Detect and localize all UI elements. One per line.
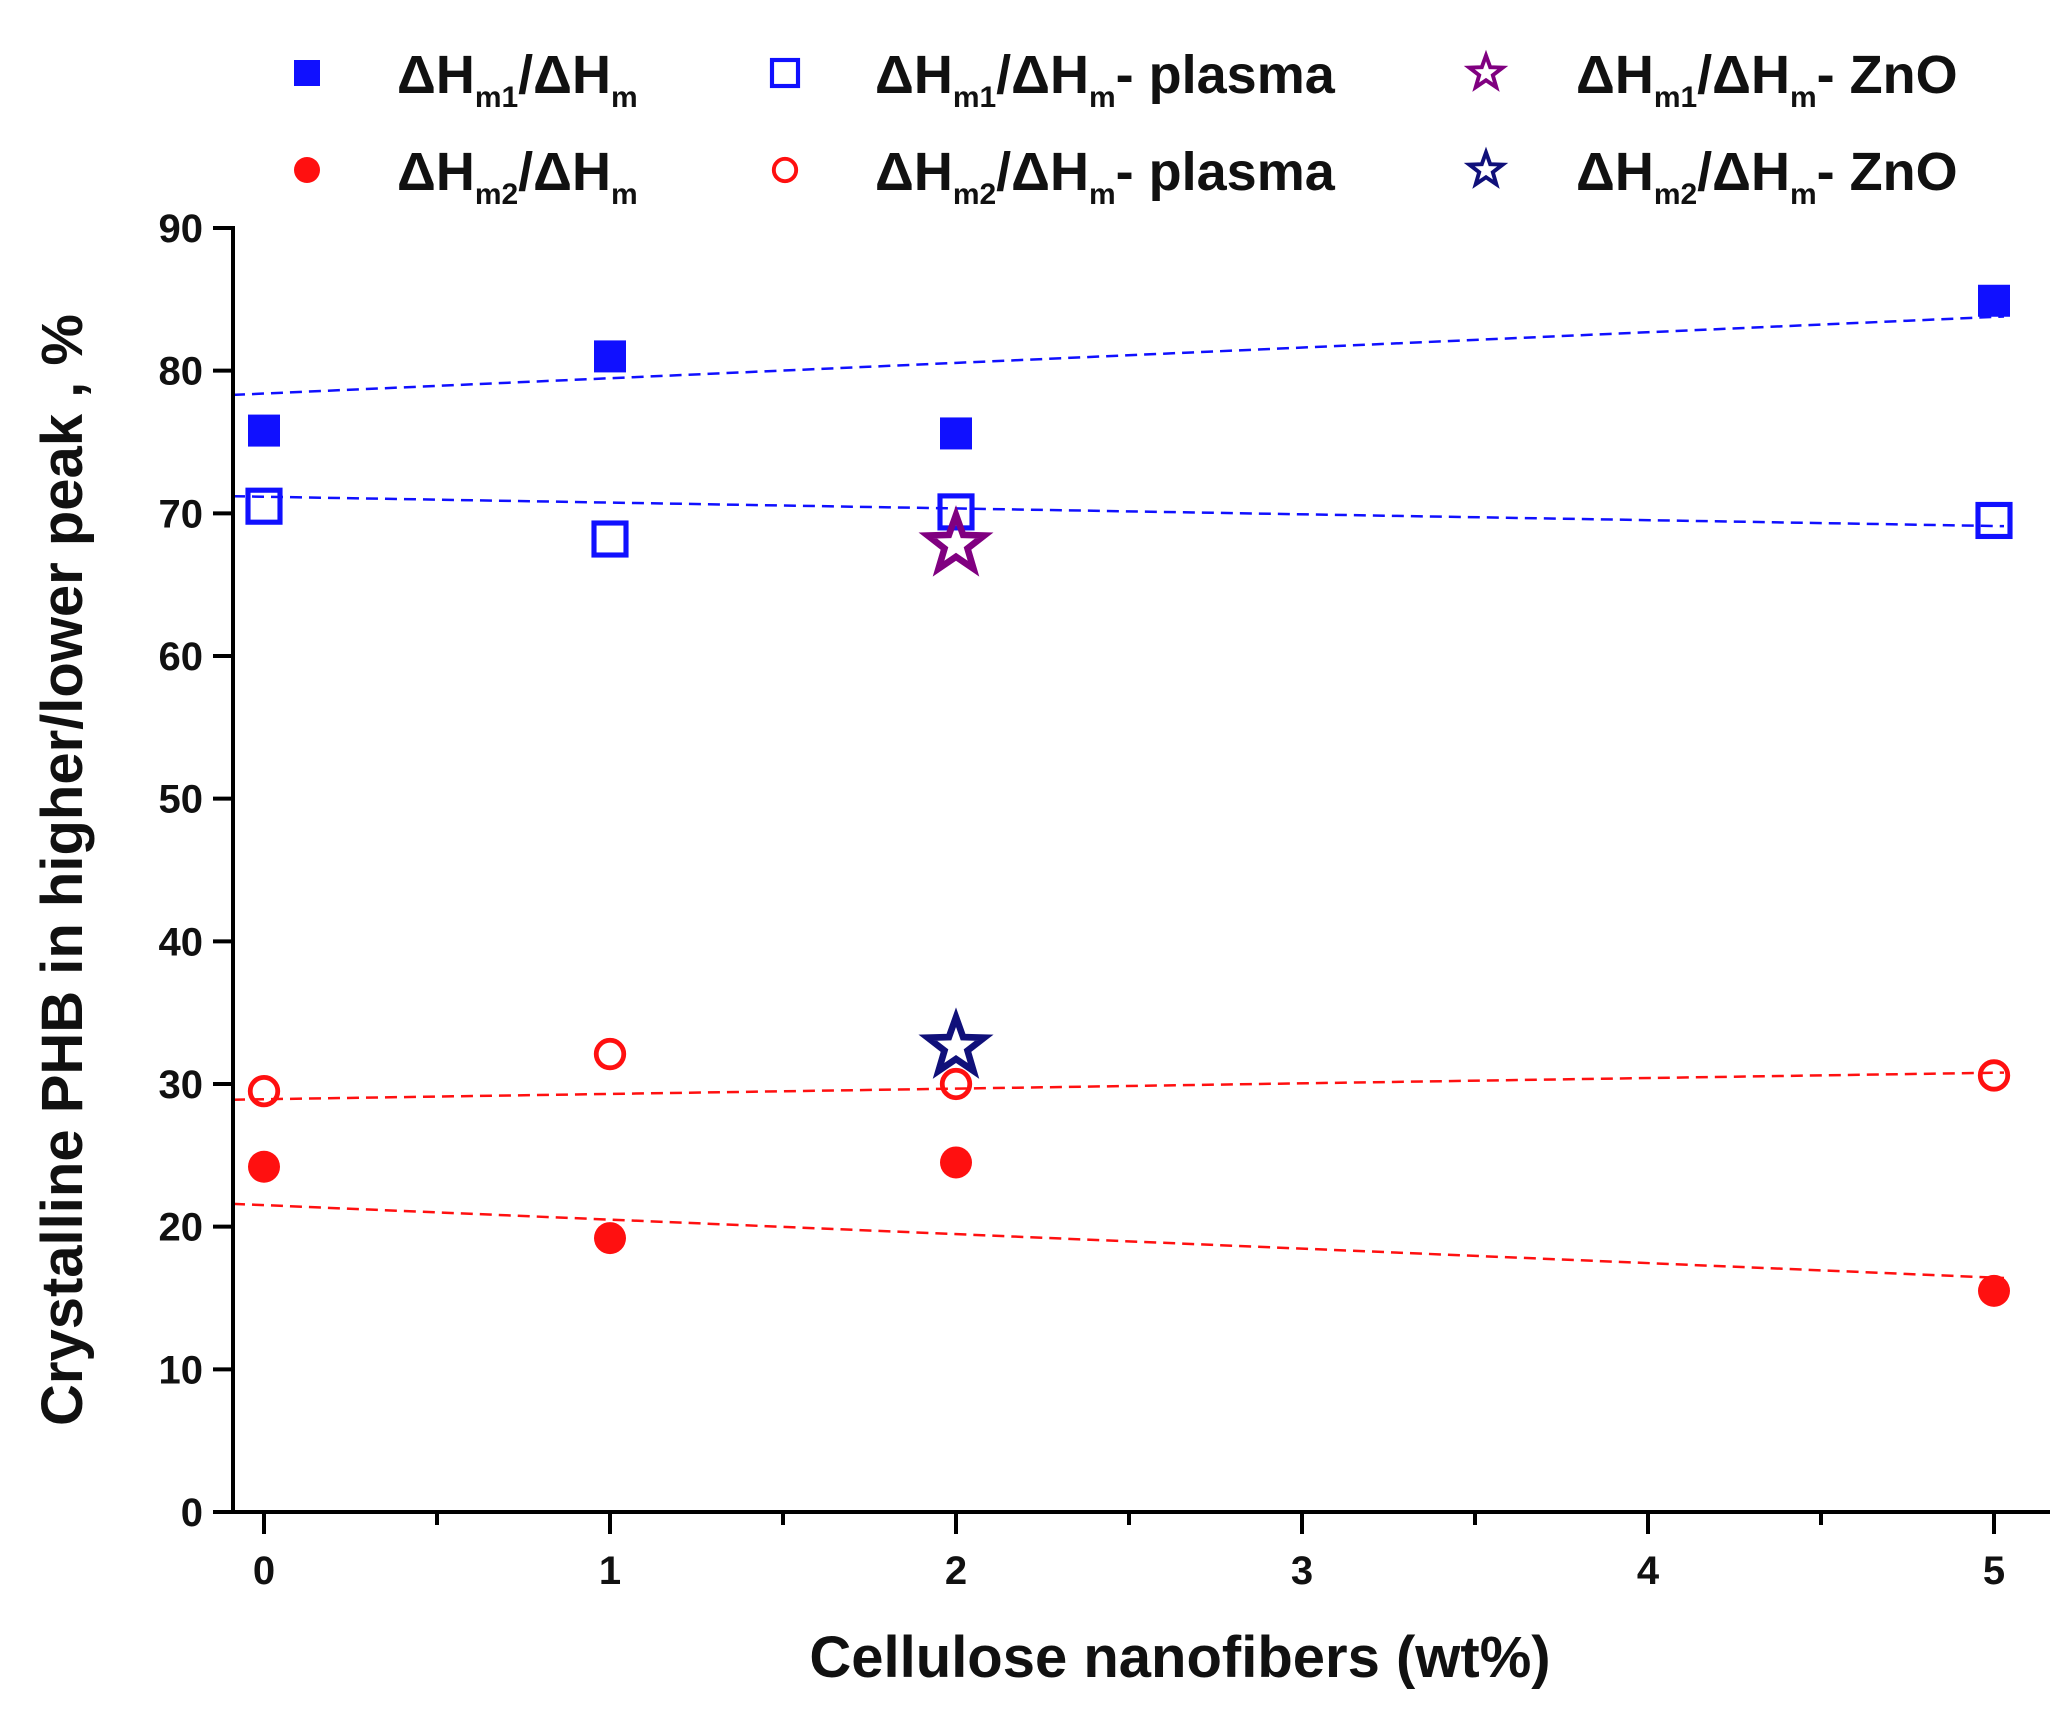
legend-marker [1463,49,1509,92]
x-tick-label: 5 [1983,1549,2005,1593]
trend-line [232,494,2005,528]
axes: 0 1 2 3 4 5 0 10 20 30 40 50 60 70 80 90 [159,207,2050,1593]
data-points [245,284,2013,1307]
x-tick-label: 2 [945,1549,967,1593]
x-ticks: 0 1 2 3 4 5 [253,1512,2005,1593]
data-point [248,414,280,447]
trend-lines [232,315,2005,1280]
y-tick-label: 40 [159,920,204,964]
y-tick-label: 60 [159,635,204,679]
legend-label: ΔHm2/ΔHm- plasma [875,142,1336,211]
data-point [247,1074,281,1108]
data-point [1975,501,2013,540]
y-tick-label: 50 [159,778,204,822]
data-point [248,1150,280,1183]
legend-marker [769,57,801,89]
trend-line [232,315,2005,397]
x-axis-title: Cellulose nanofibers (wt%) [809,1625,1550,1690]
data-point [594,1222,626,1255]
data-point [918,505,994,577]
y-tick-label: 80 [159,350,204,394]
data-point [593,1037,627,1071]
legend-marker [771,156,799,184]
legend: ΔHm1/ΔHm ΔHm1/ΔHm- plasma ΔHm1/ΔHm- ZnO ΔHm… [294,45,1958,211]
y-tick-label: 0 [181,1491,203,1535]
legend-label: ΔHm1/ΔHm [397,45,638,114]
data-point [937,493,975,531]
x-tick-label: 3 [1291,1549,1313,1593]
data-point [940,1146,972,1179]
legend-label: ΔHm2/ΔHm [397,142,638,211]
data-point [594,340,626,373]
data-point [940,417,972,450]
y-ticks: 0 10 20 30 40 50 60 70 80 90 [159,207,233,1535]
y-tick-label: 30 [159,1063,204,1107]
legend-marker [1463,146,1509,189]
x-tick-label: 4 [1637,1549,1660,1593]
data-point [591,520,629,558]
x-tick-label: 1 [599,1549,621,1593]
data-point [1978,1274,2010,1307]
y-tick-label: 90 [159,207,204,251]
y-axis-title: Crystalline PHB in higher/lower peak , % [30,314,95,1426]
legend-label: ΔHm2/ΔHm- ZnO [1576,142,1958,211]
y-tick-label: 20 [159,1206,204,1250]
data-point [245,487,283,525]
trend-line [232,1071,2005,1101]
legend-label: ΔHm1/ΔHm- plasma [875,45,1336,114]
data-point [918,1007,994,1079]
data-point [1977,1059,2011,1092]
legend-label: ΔHm1/ΔHm- ZnO [1576,45,1958,114]
trend-line [232,1202,2005,1280]
data-point [1978,284,2010,317]
legend-marker [294,60,320,86]
y-tick-label: 70 [159,492,204,536]
y-tick-label: 10 [159,1348,204,1392]
data-point [939,1067,973,1101]
legend-marker [294,157,320,183]
x-tick-label: 0 [253,1549,275,1593]
